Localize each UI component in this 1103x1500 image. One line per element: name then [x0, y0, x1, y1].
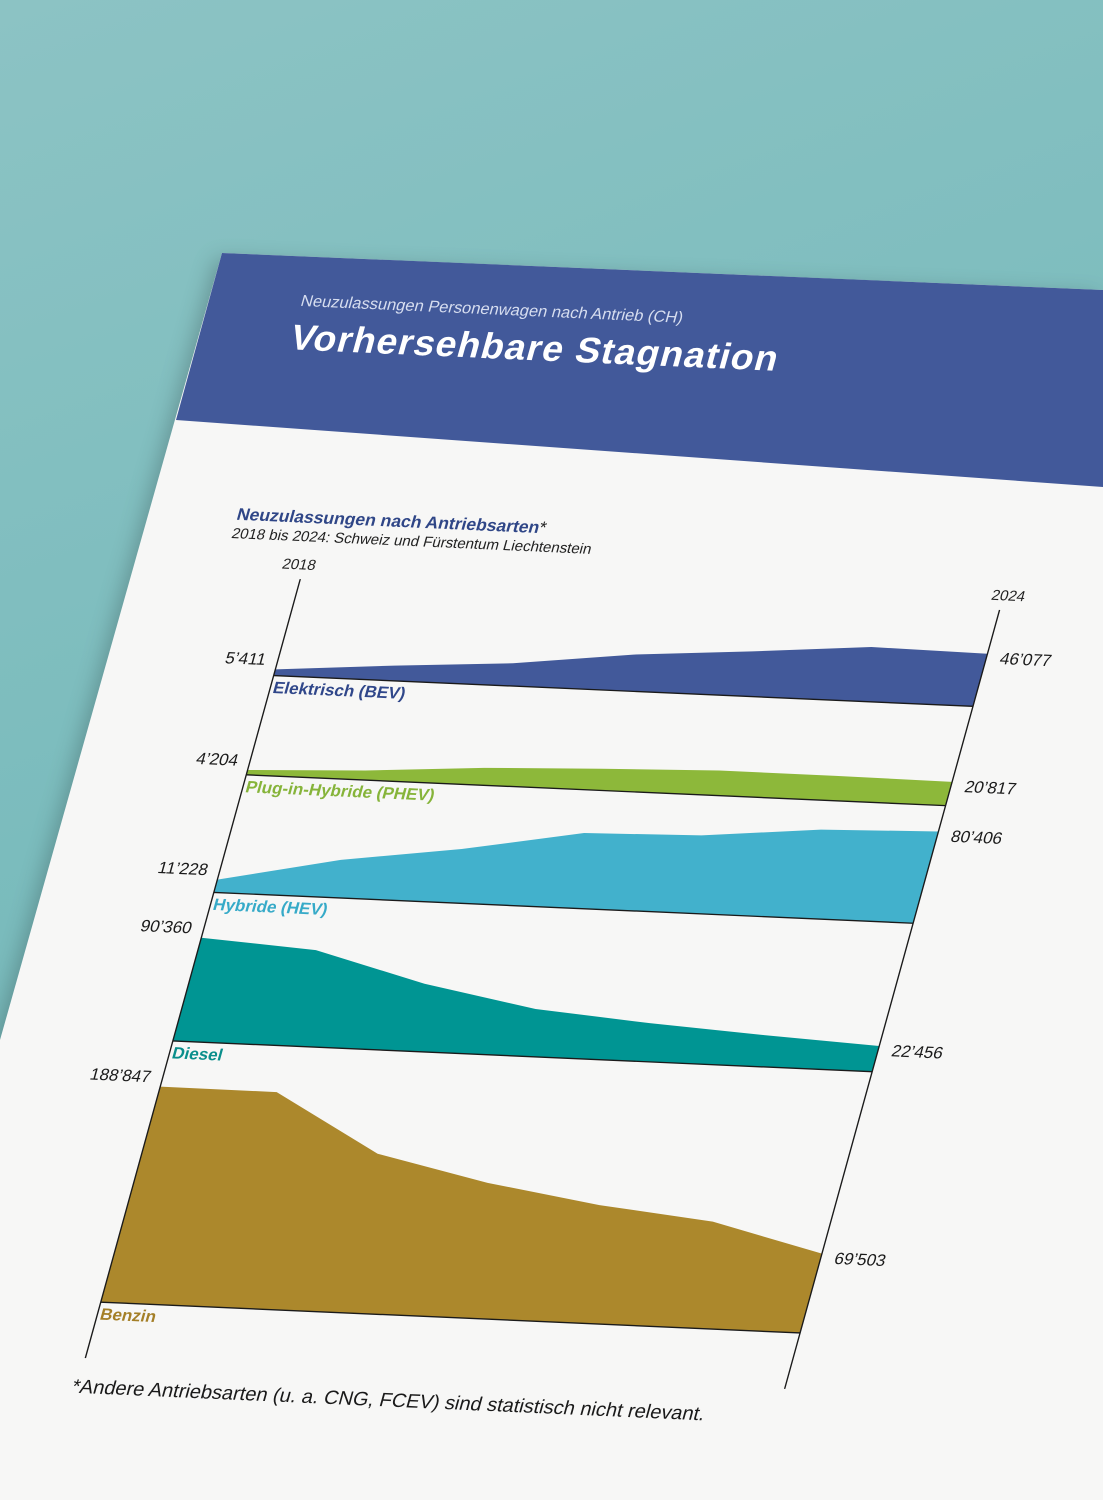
- x-end-label: 2024: [990, 587, 1028, 605]
- end-value-plug-in-hybride-phev: 20’817: [962, 778, 1018, 799]
- end-value-elektrisch-bev: 46’077: [998, 650, 1054, 671]
- start-value-hybride-hev: 11’228: [156, 859, 211, 880]
- start-value-elektrisch-bev: 5’411: [223, 649, 268, 669]
- start-value-diesel: 90’360: [138, 917, 194, 938]
- end-value-benzin: 69’503: [832, 1249, 888, 1270]
- end-value-hybride-hev: 80’406: [949, 827, 1005, 848]
- series-label-benzin: Benzin: [98, 1305, 159, 1326]
- start-value-plug-in-hybride-phev: 4’204: [194, 749, 241, 769]
- series-label-diesel: Diesel: [170, 1044, 225, 1065]
- start-value-benzin: 188’847: [88, 1065, 153, 1086]
- end-value-diesel: 22’456: [889, 1042, 945, 1063]
- x-start-label: 2018: [280, 556, 318, 574]
